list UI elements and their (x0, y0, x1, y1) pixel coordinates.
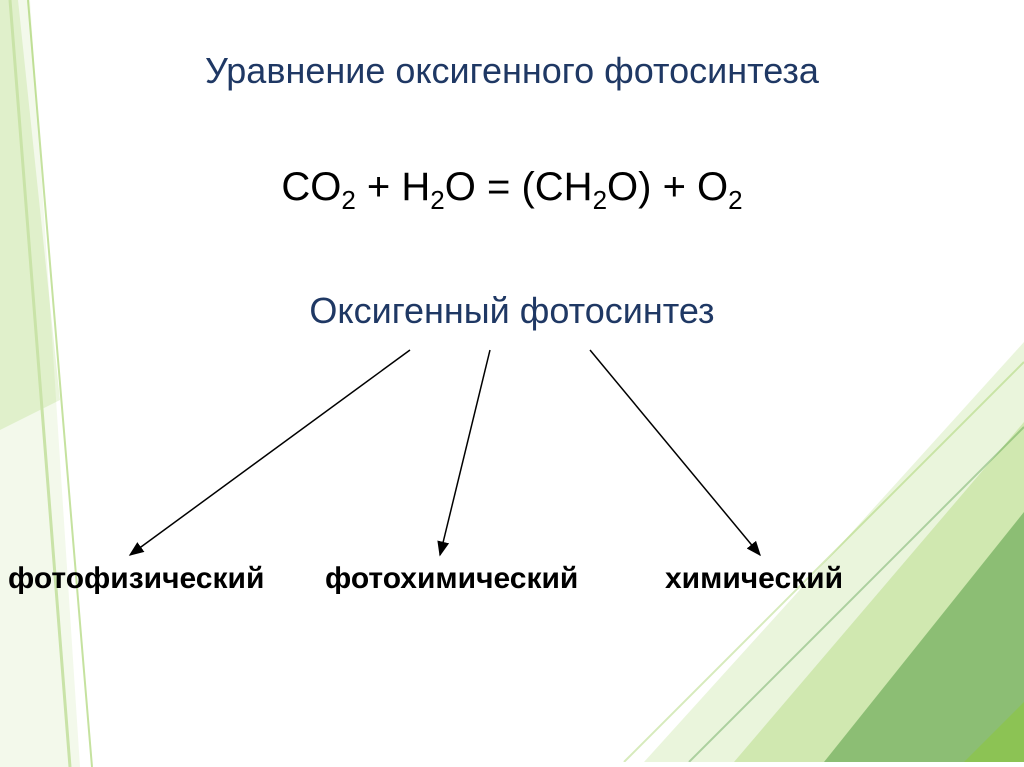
decoration-bottom-right (504, 342, 1024, 767)
diagram-root-label: Оксигенный фотосинтез (0, 290, 1024, 332)
diagram-leaf-3: химический (665, 562, 843, 596)
diagram-leaf-1: фотофизический (8, 562, 264, 596)
diagram-leaf-2: фотохимический (325, 562, 578, 596)
photosynthesis-equation: CO2 + H2O = (CH2O) + O2 (0, 165, 1024, 216)
slide-title: Уравнение оксигенного фотосинтеза (0, 50, 1024, 92)
slide: Уравнение оксигенного фотосинтеза CO2 + … (0, 0, 1024, 767)
decoration-left (0, 0, 140, 767)
